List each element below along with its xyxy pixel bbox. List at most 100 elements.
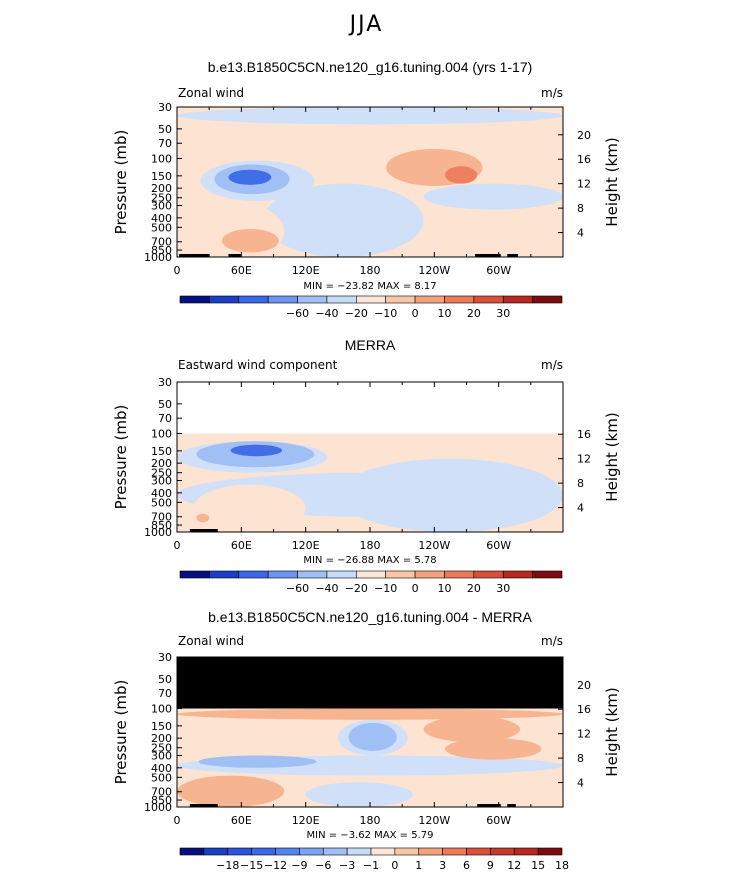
pressure-tick-label: 150 [151, 170, 172, 183]
colorbar-label: −15 [240, 859, 263, 872]
contour-region-orange [177, 775, 285, 807]
pressure-tick-label: 700 [151, 786, 172, 799]
colorbar-swatch [299, 847, 324, 856]
colorbar-label: 30 [496, 582, 510, 595]
height-tick-label: 20 [577, 129, 591, 142]
colorbar-label: −40 [315, 307, 338, 320]
contour-region-orange [177, 708, 563, 720]
pressure-tick-label: 200 [151, 457, 172, 470]
longitude-tick-label: 120E [292, 539, 320, 552]
colorbar-swatch [238, 570, 269, 579]
pressure-tick-label: 400 [151, 487, 172, 500]
colorbar-swatch [227, 847, 252, 856]
longitude-tick-label: 0 [174, 814, 181, 827]
height-axis-title: Height (km) [603, 137, 621, 226]
contour-region-orange [423, 716, 521, 743]
masked-region [177, 657, 563, 709]
pressure-tick-label: 300 [151, 474, 172, 487]
longitude-tick-label: 120E [292, 814, 320, 827]
pressure-tick-label: 300 [151, 199, 172, 212]
height-axis-title: Height (km) [603, 687, 621, 776]
height-tick-label: 20 [577, 679, 591, 692]
contour-region-mid-blue [198, 755, 317, 768]
pressure-tick-label: 300 [151, 749, 172, 762]
colorbar-swatch [502, 295, 533, 304]
min-max-stats: MIN = −23.82 MAX = 8.17 [303, 281, 436, 292]
colorbar-swatch [532, 295, 563, 304]
missing-data-region [177, 382, 563, 434]
colorbar-swatch [513, 847, 539, 856]
contour-region-light-blue [305, 782, 413, 807]
height-tick-label: 16 [577, 428, 591, 441]
topography-bar [477, 804, 501, 807]
contour-region-light-blue [177, 107, 563, 125]
height-tick-label: 4 [577, 502, 584, 515]
pressure-axis-title: Pressure (mb) [112, 680, 130, 785]
chart-title: MERRA [345, 337, 396, 353]
chart-panel-3: b.e13.B1850C5CN.ne120_g16.tuning.004 - M… [112, 609, 621, 872]
height-tick-label: 12 [577, 453, 591, 466]
pressure-tick-label: 30 [158, 376, 172, 389]
chart-title: b.e13.B1850C5CN.ne120_g16.tuning.004 (yr… [208, 59, 533, 75]
colorbar-label: 6 [463, 859, 470, 872]
colorbar-label: −18 [216, 859, 239, 872]
colorbar-label: 9 [487, 859, 494, 872]
colorbar-swatch [267, 295, 298, 304]
height-tick-label: 4 [577, 227, 584, 240]
longitude-tick-label: 120E [292, 264, 320, 277]
longitude-tick-label: 120W [418, 539, 450, 552]
pressure-tick-label: 500 [151, 496, 172, 509]
colorbar-label: 15 [531, 859, 545, 872]
colorbar-swatch [444, 570, 475, 579]
topography-bar [507, 254, 518, 257]
longitude-tick-label: 60W [486, 539, 511, 552]
colorbar-swatch [209, 570, 240, 579]
colorbar-label: 1 [415, 859, 422, 872]
colorbar-swatch [466, 847, 491, 856]
height-tick-label: 16 [577, 153, 591, 166]
units-label: m/s [541, 86, 563, 100]
pressure-tick-label: 70 [158, 687, 172, 700]
pressure-tick-label: 1000 [144, 251, 172, 264]
colorbar-label: −60 [286, 307, 309, 320]
colorbar-label: −12 [264, 859, 287, 872]
contour-region-mid-blue [348, 722, 397, 751]
pressure-tick-label: 30 [158, 101, 172, 114]
contour-region-blue [228, 169, 272, 185]
colorbar-label: 18 [555, 859, 569, 872]
longitude-tick-label: 180 [360, 539, 381, 552]
colorbar-swatch [473, 295, 504, 304]
colorbar-swatch [385, 570, 416, 579]
colorbar-label: 3 [439, 859, 446, 872]
colorbar-label: 10 [437, 307, 451, 320]
colorbar-swatch [179, 295, 210, 304]
pressure-tick-label: 1000 [144, 801, 172, 814]
topography-bar [207, 804, 218, 807]
colorbar-swatch [267, 570, 298, 579]
contour-fills [177, 657, 563, 807]
height-tick-label: 8 [577, 202, 584, 215]
colorbar-swatch [346, 847, 372, 856]
pressure-tick-label: 400 [151, 762, 172, 775]
colorbar-swatch [238, 295, 269, 304]
units-label: m/s [541, 358, 563, 372]
contour-region-blue [230, 444, 283, 457]
pressure-tick-label: 100 [151, 153, 172, 166]
height-tick-label: 8 [577, 477, 584, 490]
colorbar-swatch [490, 847, 515, 856]
variable-label: Zonal wind [178, 634, 244, 648]
colorbar-label: −20 [345, 307, 368, 320]
colorbar-swatch [444, 295, 475, 304]
colorbar-swatch [473, 570, 504, 579]
height-tick-label: 12 [577, 178, 591, 191]
colorbar-swatch [326, 570, 357, 579]
colorbar-swatch [179, 847, 205, 856]
colorbar-swatch [414, 295, 445, 304]
colorbar-swatch [297, 570, 328, 579]
contour-region-light-blue [423, 183, 563, 210]
pressure-tick-label: 400 [151, 212, 172, 225]
topography-bar [507, 804, 516, 807]
topography-bar [228, 254, 242, 257]
longitude-tick-label: 60E [231, 539, 252, 552]
